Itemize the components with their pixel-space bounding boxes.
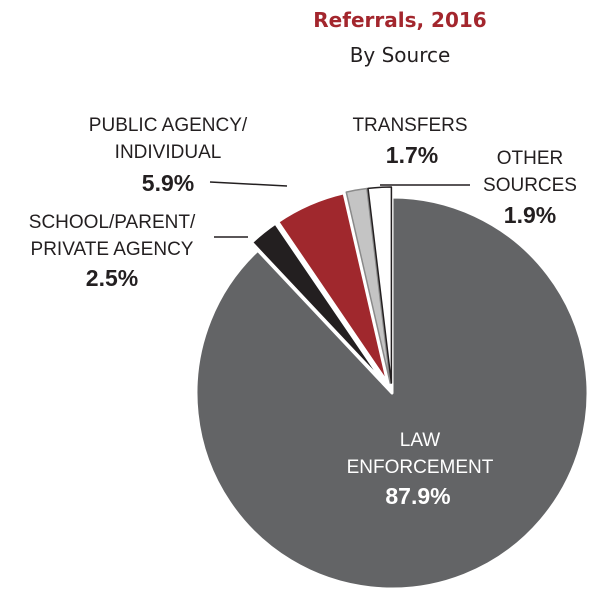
value-label: 1.9% — [503, 202, 557, 228]
pie-slice — [249, 221, 388, 387]
slice-label: OTHER SOURCES — [483, 148, 577, 196]
value-label: 5.9% — [141, 170, 195, 196]
value-label: 1.7% — [385, 142, 439, 168]
slice-label: TRANSFERS — [352, 115, 468, 136]
pie-slice — [367, 186, 393, 384]
slice-label: SCHOOL/PARENT/ PRIVATE AGENCY — [28, 212, 196, 260]
value-label: 2.5% — [85, 265, 139, 291]
pie-slice — [345, 187, 392, 384]
pie-slice — [276, 191, 390, 386]
chart-title: Referrals, 2016 — [313, 8, 487, 32]
leader-line — [209, 181, 288, 187]
pie-slice — [194, 195, 590, 591]
slice-label: LAW ENFORCEMENT — [346, 430, 494, 478]
slice-label: PUBLIC AGENCY/ INDIVIDUAL — [88, 115, 248, 163]
value-label: 87.9% — [385, 483, 451, 509]
chart-subtitle: By Source — [349, 43, 451, 67]
